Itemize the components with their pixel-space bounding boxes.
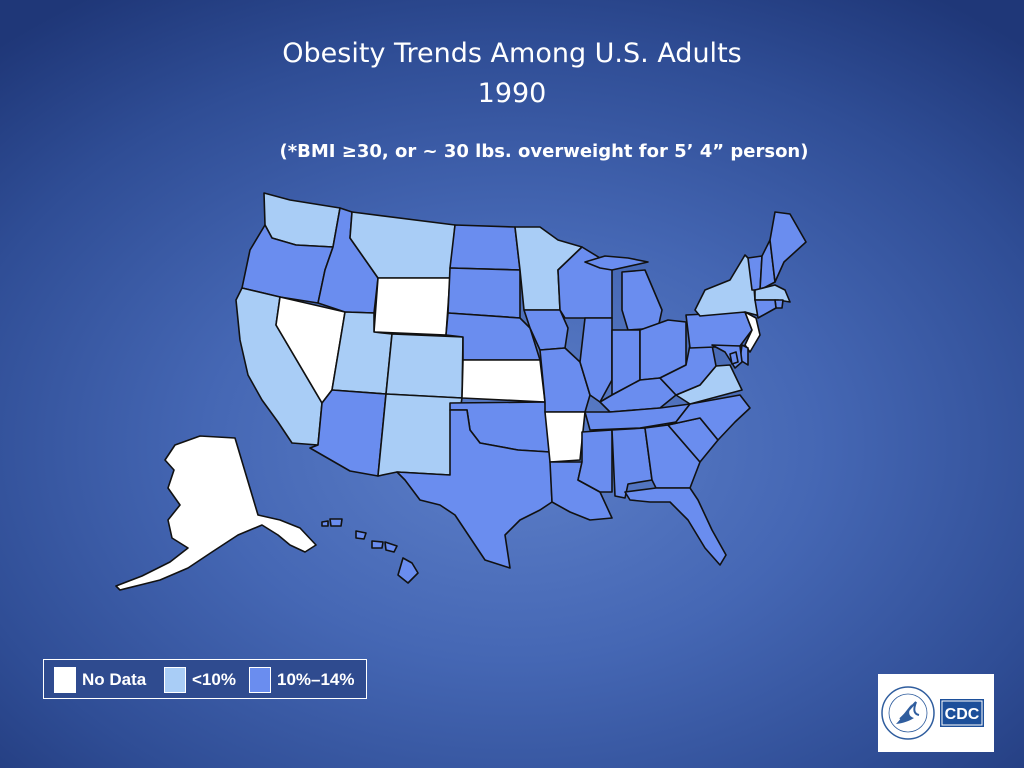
hawaii-maui — [384, 541, 398, 553]
hawaii-islet — [321, 520, 329, 527]
map-year: 1990 — [477, 78, 547, 109]
state-fl — [624, 487, 727, 566]
legend-label-10-14: 10%–14% — [277, 670, 355, 689]
state-ks — [461, 359, 546, 403]
state-ar — [544, 411, 586, 463]
legend-swatch-10-14 — [249, 667, 271, 693]
state-nd — [449, 224, 521, 271]
state-mi-upper — [584, 255, 649, 271]
state-tx — [396, 409, 553, 569]
legend-swatch-lt10 — [164, 667, 186, 693]
state-ak — [115, 435, 317, 591]
state-ct — [754, 299, 777, 319]
legend-no-data: No Data — [54, 667, 146, 693]
legend-swatch-no-data — [54, 667, 76, 693]
state-nc — [667, 394, 751, 441]
title-block: Obesity Trends Among U.S. Adults 1990 — [0, 34, 1024, 114]
legend-lt10: <10% — [164, 667, 236, 693]
cdc-logo: CDC — [878, 674, 994, 752]
state-nj — [744, 311, 761, 353]
hawaii-kauai — [355, 530, 367, 540]
hawaii-niihau — [329, 518, 343, 527]
state-pa — [685, 311, 753, 349]
map-legend: No Data <10% 10%–14% — [43, 659, 367, 699]
state-wy — [373, 277, 451, 336]
cdc-logo-text: CDC — [945, 706, 980, 723]
state-dc — [729, 351, 739, 365]
hhs-eagle-icon: CDC — [881, 686, 984, 740]
state-me — [769, 211, 807, 283]
legend-label-lt10: <10% — [192, 670, 236, 689]
state-az — [309, 389, 387, 477]
hawaii-island — [397, 557, 419, 584]
state-wv — [659, 344, 717, 396]
map-title: Obesity Trends Among U.S. Adults — [282, 38, 742, 69]
bmi-footnote: (*BMI ≥30, or ~ 30 lbs. overweight for 5… — [279, 141, 809, 162]
hawaii-oahu — [371, 540, 384, 549]
legend-10-14: 10%–14% — [249, 667, 355, 693]
state-co — [385, 333, 464, 399]
state-mi — [621, 269, 663, 331]
state-ms — [577, 429, 613, 493]
state-mo — [539, 347, 591, 413]
legend-label-no-data: No Data — [82, 670, 147, 689]
state-sd — [447, 267, 521, 319]
